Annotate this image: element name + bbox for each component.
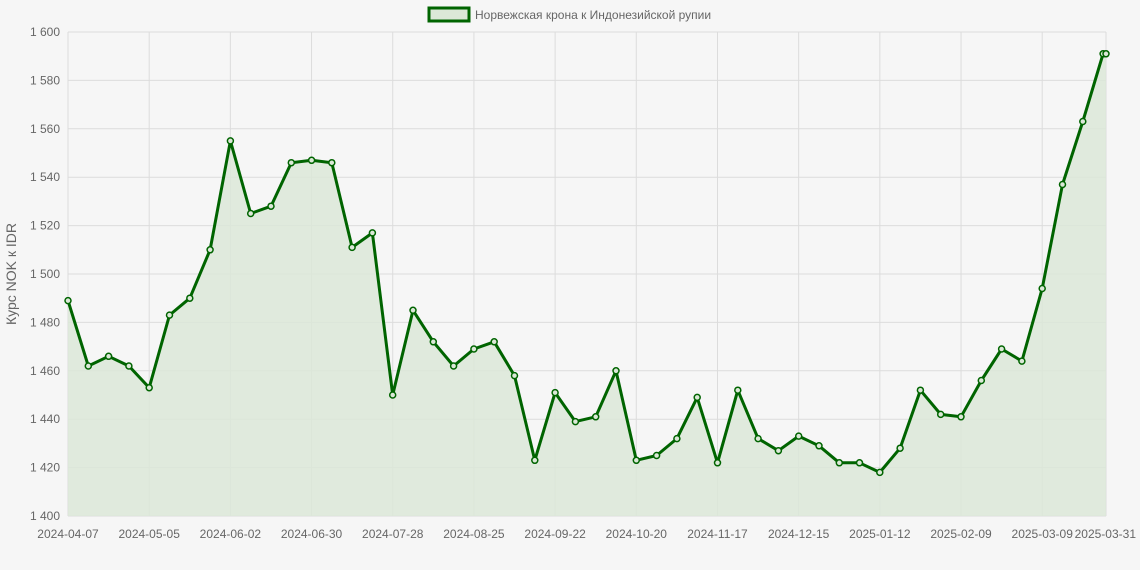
data-point[interactable] — [977, 376, 986, 385]
data-point[interactable] — [165, 311, 174, 319]
data-point[interactable] — [104, 352, 113, 361]
data-point[interactable] — [125, 362, 133, 370]
x-axis-ticks: 2024-04-07 2024-05-05 2024-06-02 2024-06-30… — [37, 527, 1136, 541]
data-point[interactable] — [429, 338, 438, 346]
x-tick-label: 2024-11-17 — [687, 527, 748, 541]
data-point[interactable] — [1058, 180, 1067, 189]
data-points — [64, 50, 1110, 477]
y-axis-title: Курс NOK к IDR — [3, 223, 19, 325]
legend[interactable]: Норвежская крона к Индонезийской рупии — [427, 6, 711, 23]
data-point[interactable] — [145, 383, 153, 392]
data-point[interactable] — [287, 158, 296, 167]
x-tick-label: 2025-01-12 — [849, 527, 911, 541]
data-point[interactable] — [490, 338, 498, 346]
data-point[interactable] — [997, 345, 1006, 353]
y-tick-label: 1 520 — [30, 219, 60, 233]
x-tick-label: 2025-03-31 — [1075, 527, 1137, 541]
data-point[interactable] — [734, 386, 742, 394]
data-point[interactable] — [388, 391, 397, 399]
x-tick-label: 2024-07-28 — [362, 527, 424, 541]
data-point[interactable] — [815, 442, 823, 450]
data-point[interactable] — [835, 459, 844, 467]
data-point[interactable] — [348, 243, 356, 252]
y-tick-label: 1 440 — [30, 412, 60, 426]
y-tick-label: 1 540 — [30, 170, 60, 184]
y-tick-label: 1 580 — [30, 73, 60, 87]
data-point[interactable] — [409, 306, 417, 315]
legend-label: Норвежская крона к Индонезийской рупии — [475, 8, 711, 22]
data-point[interactable] — [551, 388, 559, 397]
data-point[interactable] — [1079, 117, 1087, 126]
y-tick-label: 1 560 — [30, 122, 60, 136]
y-tick-label: 1 500 — [30, 267, 60, 281]
legend-swatch[interactable] — [427, 6, 471, 23]
area-fill — [68, 53, 1106, 517]
data-point[interactable] — [673, 434, 681, 443]
x-tick-label: 2025-03-09 — [1012, 527, 1074, 541]
data-point[interactable] — [916, 386, 925, 394]
data-point[interactable] — [246, 209, 255, 218]
x-tick-label: 2024-06-30 — [281, 527, 343, 541]
data-point[interactable] — [936, 410, 945, 419]
data-point[interactable] — [754, 434, 762, 443]
x-tick-label: 2024-04-07 — [37, 527, 99, 541]
x-tick-label: 2024-12-15 — [768, 527, 830, 541]
data-point[interactable] — [591, 413, 600, 421]
data-point[interactable] — [84, 362, 93, 370]
data-point[interactable] — [774, 446, 783, 455]
data-point[interactable] — [855, 459, 864, 467]
y-tick-label: 1 600 — [30, 25, 60, 39]
x-tick-label: 2024-08-25 — [443, 527, 505, 541]
data-point[interactable] — [531, 456, 539, 465]
x-tick-label: 2024-06-02 — [200, 527, 262, 541]
data-point[interactable] — [307, 156, 316, 165]
data-point[interactable] — [713, 459, 722, 467]
x-tick-label: 2025-02-09 — [930, 527, 992, 541]
data-point[interactable] — [693, 393, 701, 402]
data-point[interactable] — [267, 202, 275, 210]
data-point[interactable] — [794, 432, 803, 440]
data-point[interactable] — [896, 444, 904, 452]
y-axis-ticks: 1 400 1 420 1 440 1 460 1 480 1 500 1 520 1 540… — [30, 25, 60, 523]
series-area — [68, 53, 1106, 517]
data-point[interactable] — [957, 413, 965, 421]
x-tick-label: 2024-10-20 — [606, 527, 668, 541]
data-point[interactable] — [470, 345, 478, 353]
data-point[interactable] — [632, 456, 641, 465]
y-tick-label: 1 420 — [30, 461, 60, 475]
x-tick-label: 2024-05-05 — [118, 527, 180, 541]
data-point[interactable] — [64, 296, 72, 305]
data-point[interactable] — [368, 229, 377, 237]
data-point[interactable] — [226, 137, 235, 145]
data-point[interactable] — [328, 158, 336, 167]
data-point[interactable] — [206, 246, 214, 254]
y-tick-label: 1 400 — [30, 509, 60, 523]
data-point[interactable] — [612, 367, 620, 375]
data-point[interactable] — [571, 417, 580, 426]
data-point[interactable] — [1018, 357, 1026, 365]
y-tick-label: 1 480 — [30, 315, 60, 329]
data-point[interactable] — [652, 451, 661, 460]
x-tick-label: 2024-09-22 — [524, 527, 586, 541]
data-point[interactable] — [1102, 50, 1110, 58]
data-point[interactable] — [510, 371, 519, 380]
data-point[interactable] — [1038, 284, 1046, 293]
data-point[interactable] — [186, 294, 194, 302]
data-point[interactable] — [449, 362, 458, 370]
y-tick-label: 1 460 — [30, 364, 60, 378]
data-point[interactable] — [876, 468, 884, 477]
